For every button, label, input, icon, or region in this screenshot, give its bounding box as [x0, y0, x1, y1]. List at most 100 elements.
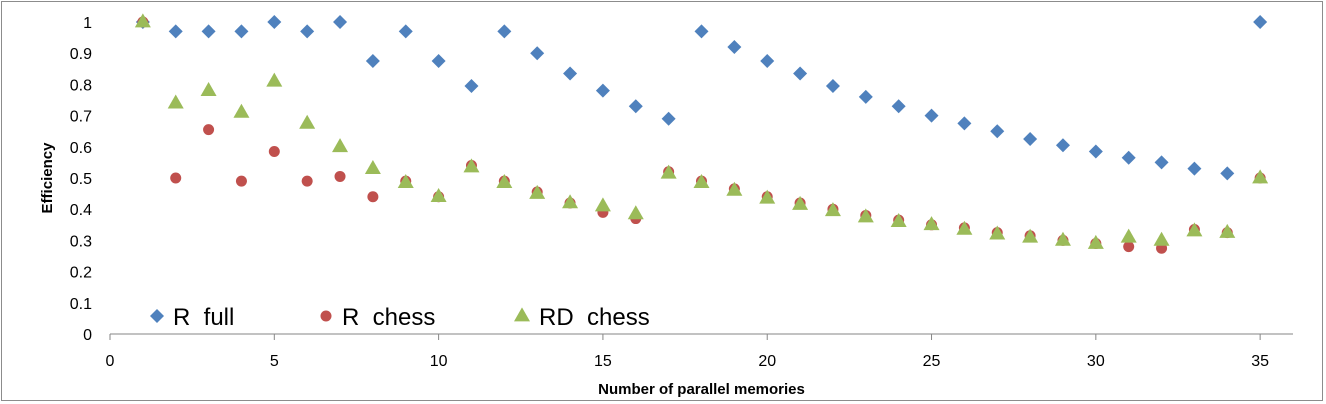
- point-r-full-27: [990, 124, 1005, 139]
- point-r-full-20: [760, 54, 775, 68]
- point-rd-chess-13: [529, 184, 546, 199]
- point-rd-chess-1: [134, 13, 151, 28]
- point-rd-chess-15: [594, 197, 611, 212]
- point-rd-chess-33: [1186, 222, 1203, 237]
- point-r-full-5: [267, 15, 282, 29]
- point-r-full-2: [168, 24, 183, 39]
- y-tick-label: 0: [83, 327, 92, 344]
- legend-marker-r-full: [150, 309, 164, 323]
- y-tick-label: 0.9: [70, 46, 92, 63]
- point-r-full-22: [825, 78, 840, 93]
- point-rd-chess-16: [627, 205, 644, 220]
- point-rd-chess-2: [167, 94, 184, 109]
- y-tick-label: 0.6: [70, 140, 92, 157]
- chart-axes: [109, 333, 1293, 340]
- point-rd-chess-14: [562, 194, 579, 209]
- point-r-full-7: [333, 15, 348, 29]
- point-rd-chess-18: [693, 174, 710, 188]
- point-r-full-4: [234, 24, 249, 39]
- point-r-full-8: [365, 54, 380, 68]
- legend-marker-r-chess: [320, 310, 332, 322]
- y-tick-label: 1: [83, 15, 92, 32]
- x-tick-label: 0: [106, 353, 115, 370]
- x-tick-label: 5: [270, 353, 279, 370]
- point-rd-chess-32: [1153, 231, 1170, 246]
- point-r-full-10: [431, 54, 446, 68]
- y-tick-label: 0.7: [70, 109, 92, 126]
- y-tick-label: 0.1: [70, 296, 92, 313]
- point-rd-chess-3: [200, 81, 217, 96]
- point-rd-chess-20: [759, 189, 776, 204]
- point-rd-chess-31: [1120, 228, 1137, 243]
- point-rd-chess-8: [364, 159, 381, 174]
- point-r-full-16: [628, 99, 643, 114]
- point-r-full-19: [727, 39, 742, 54]
- point-r-full-34: [1220, 166, 1235, 181]
- point-rd-chess-23: [857, 208, 874, 223]
- y-tick-label: 0.5: [70, 171, 92, 188]
- legend: R full R chess RD chess: [150, 304, 650, 331]
- point-r-full-32: [1154, 155, 1169, 170]
- point-r-full-35: [1253, 15, 1268, 29]
- point-rd-chess-7: [332, 138, 349, 153]
- point-r-full-15: [595, 83, 610, 98]
- data-points: [134, 13, 1269, 254]
- series-r-chess: [137, 16, 1266, 254]
- point-rd-chess-17: [660, 164, 677, 179]
- y-tick-label: 0.4: [70, 202, 92, 219]
- point-rd-chess-11: [463, 158, 480, 173]
- point-rd-chess-29: [1054, 231, 1071, 246]
- point-r-chess-7: [334, 170, 346, 182]
- point-rd-chess-35: [1252, 169, 1269, 184]
- legend-label-rd-chess: RD chess: [539, 304, 650, 331]
- x-tick-label: 30: [1087, 353, 1105, 370]
- legend-item-r-chess: R chess: [320, 304, 435, 331]
- point-r-full-11: [464, 78, 479, 93]
- point-rd-chess-4: [233, 103, 250, 118]
- x-axis-title: Number of parallel memories: [598, 381, 805, 398]
- point-rd-chess-22: [824, 202, 841, 217]
- point-r-full-25: [924, 108, 939, 123]
- point-rd-chess-27: [989, 225, 1006, 240]
- legend-item-r-full: R full: [150, 304, 234, 331]
- y-tick-label: 0.2: [70, 265, 92, 282]
- point-r-full-12: [497, 24, 512, 39]
- x-axis-tick-labels: 0 5 10 15 20 25 30 35: [106, 353, 1270, 370]
- point-r-full-23: [858, 89, 873, 104]
- x-tick-label: 20: [758, 353, 776, 370]
- point-r-full-13: [530, 46, 545, 61]
- y-tick-label: 0.3: [70, 233, 92, 250]
- legend-label-r-full: R full: [173, 304, 234, 331]
- point-r-chess-2: [170, 172, 182, 184]
- point-rd-chess-19: [726, 181, 743, 196]
- y-axis-title: Efficiency: [39, 142, 56, 214]
- legend-item-rd-chess: RD chess: [514, 304, 650, 331]
- series-r-full: [135, 15, 1268, 181]
- point-r-full-31: [1121, 150, 1136, 165]
- point-r-full-18: [694, 24, 709, 39]
- point-rd-chess-10: [430, 188, 447, 203]
- point-r-full-17: [661, 111, 676, 126]
- point-r-full-26: [957, 116, 972, 131]
- point-r-full-21: [793, 66, 808, 81]
- y-axis-tick-labels: 0 0.1 0.2 0.3 0.4 0.5 0.6 0.7 0.8 0.9 1: [70, 15, 92, 344]
- point-rd-chess-24: [890, 213, 907, 227]
- point-r-full-33: [1187, 161, 1202, 176]
- point-rd-chess-30: [1087, 234, 1104, 249]
- point-r-chess-5: [268, 145, 280, 157]
- point-rd-chess-26: [956, 220, 973, 235]
- x-tick-label: 35: [1251, 353, 1269, 370]
- point-rd-chess-28: [1022, 228, 1039, 243]
- point-rd-chess-25: [923, 216, 940, 231]
- point-r-full-29: [1055, 138, 1070, 153]
- point-r-full-3: [201, 24, 216, 39]
- point-r-full-6: [300, 24, 315, 39]
- point-r-full-30: [1088, 144, 1103, 159]
- point-r-full-14: [563, 66, 578, 81]
- legend-label-r-chess: R chess: [342, 304, 435, 331]
- point-rd-chess-12: [496, 174, 513, 188]
- point-rd-chess-9: [397, 174, 414, 188]
- point-rd-chess-5: [266, 72, 283, 87]
- point-rd-chess-34: [1219, 223, 1236, 238]
